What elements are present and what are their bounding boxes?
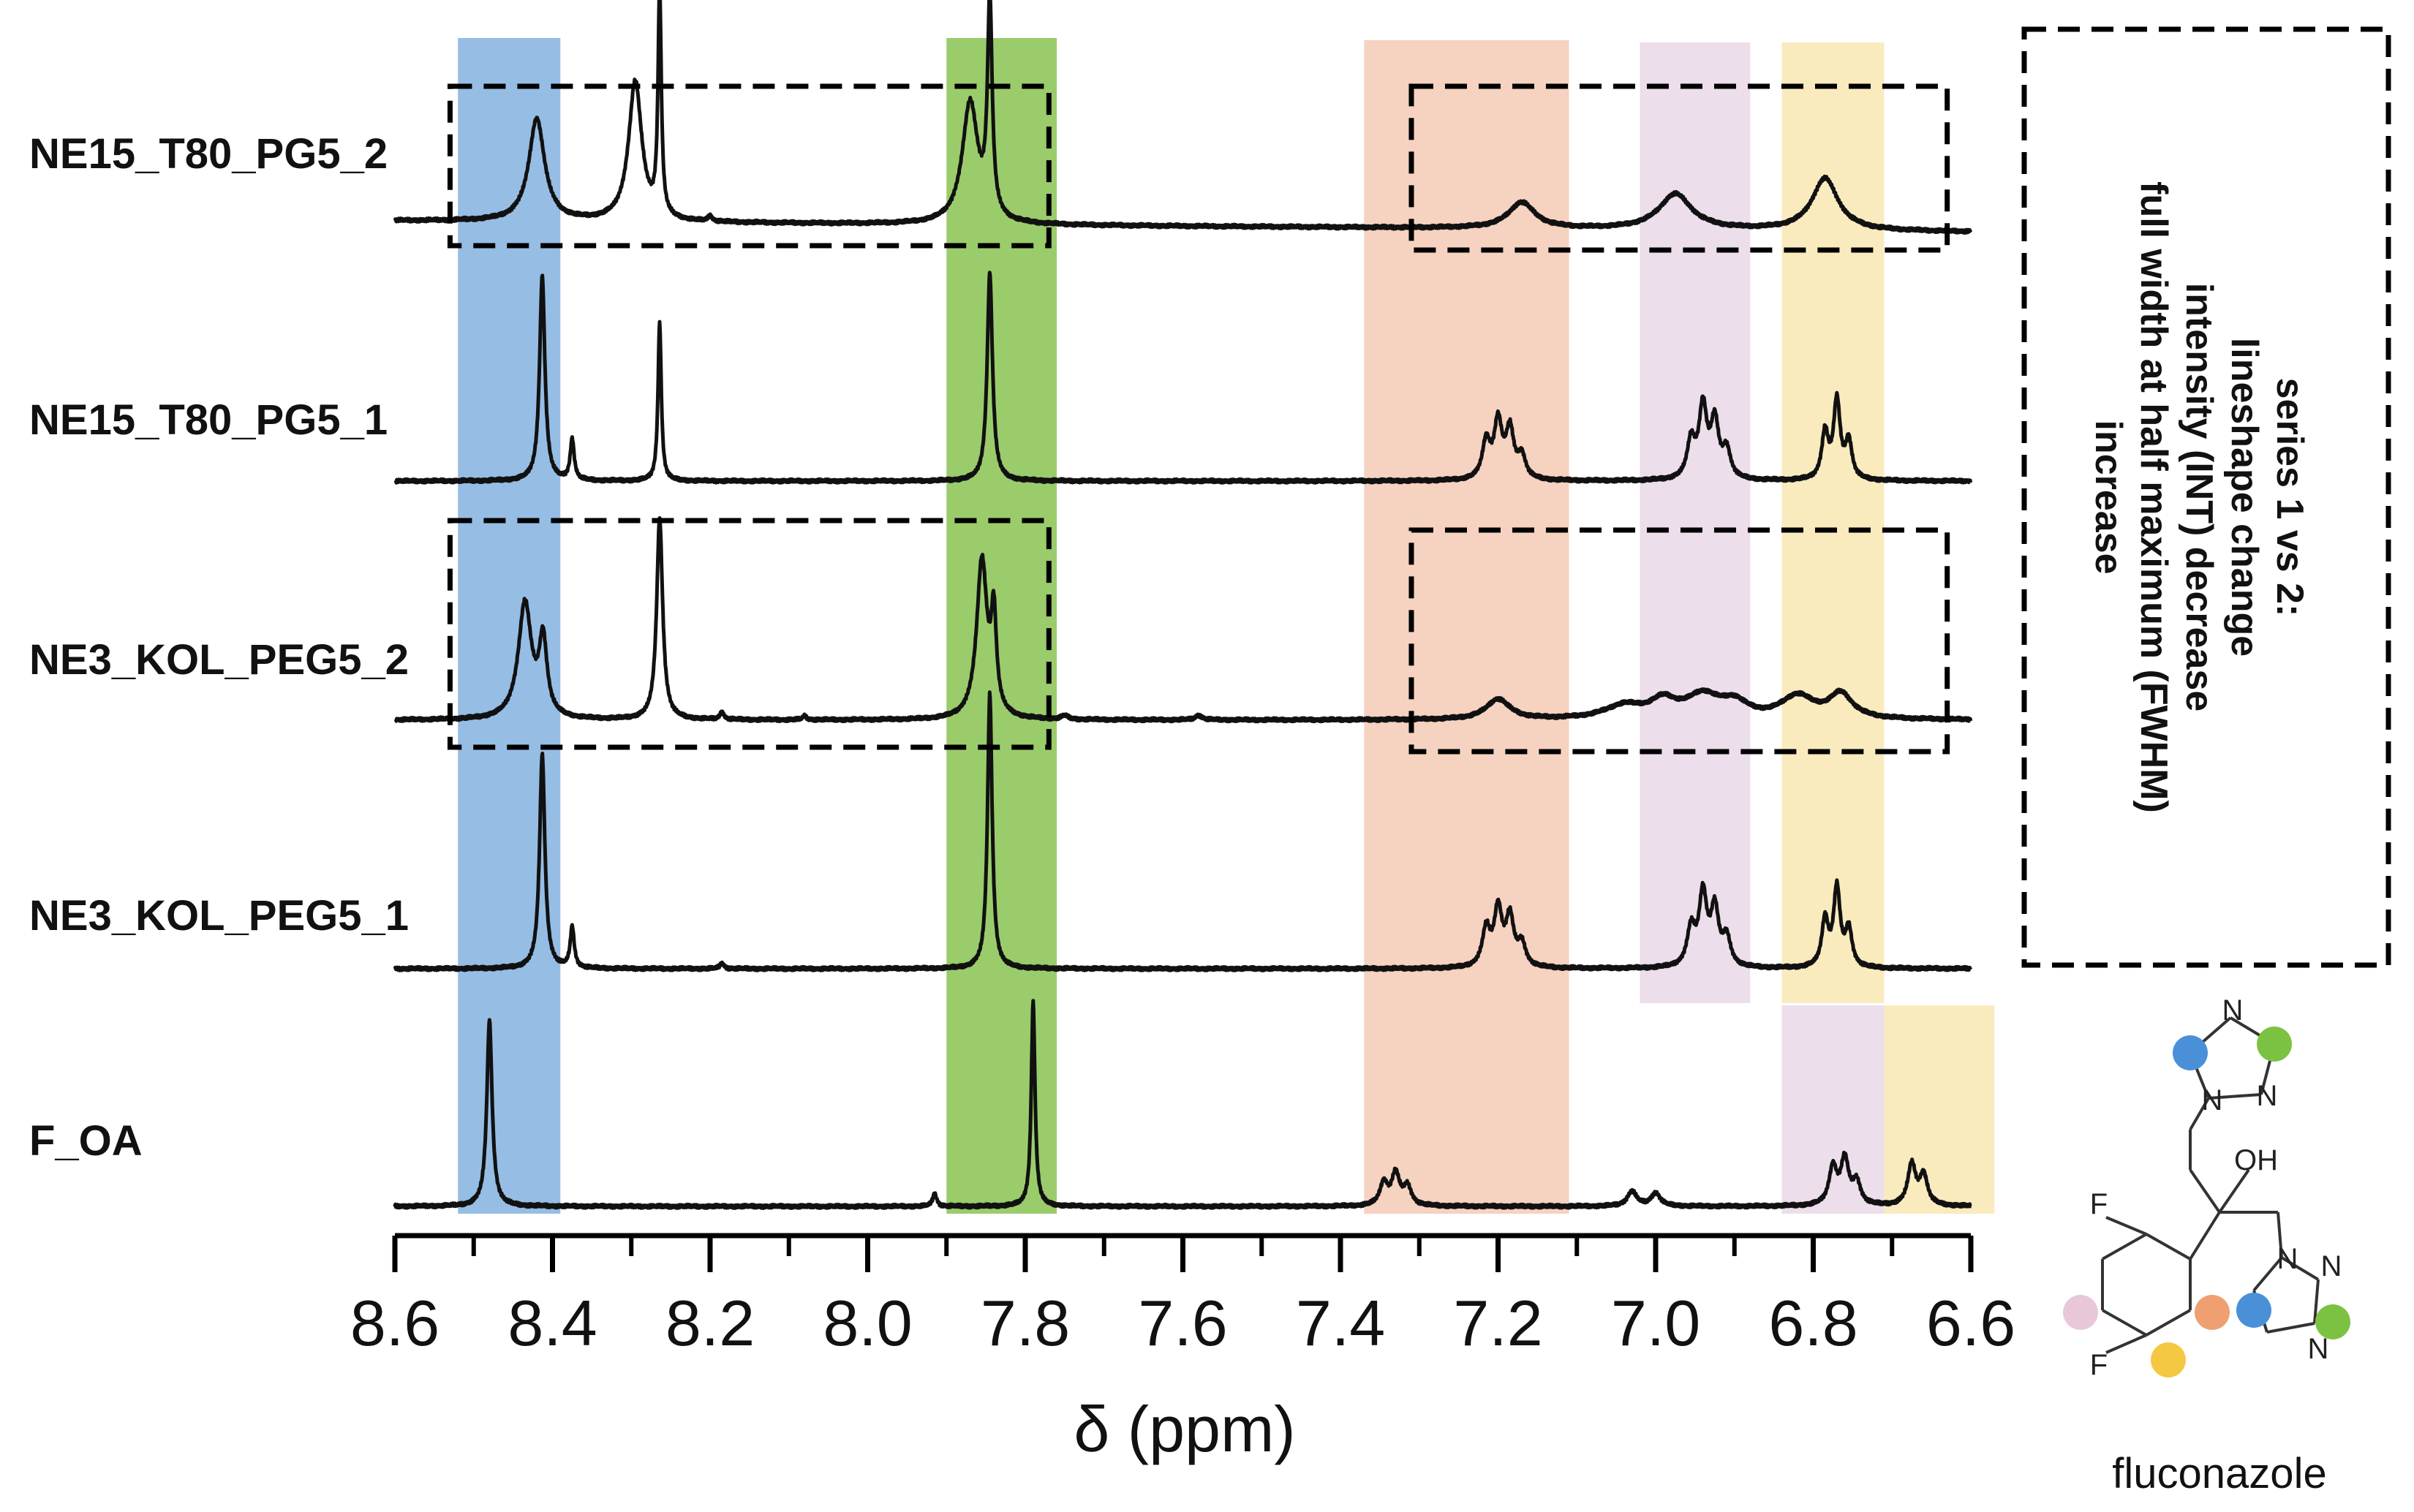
x-tick-label-6.8: 6.8 (1768, 1287, 1857, 1359)
x-tick-label-8.0: 8.0 (823, 1287, 912, 1359)
bond-phenyl (2146, 1233, 2191, 1260)
atom-n-top-3: N (2202, 1084, 2223, 1116)
spectrum-trace-NE15_T80_PG5_2 (393, 0, 1973, 235)
band-aromatic-H-lavender-FOA (1781, 1005, 1885, 1214)
bond (2189, 1211, 2221, 1260)
band-triazole-H-blue (458, 38, 561, 1214)
annotation-note-line: series 1 vs 2: (2268, 378, 2311, 617)
x-tick-label-7.2: 7.2 (1453, 1287, 1542, 1359)
spectrum-trace-F_OA (393, 999, 1972, 1210)
band-aromatic-H-yellow (1781, 42, 1885, 1003)
bond-to-f (2105, 1334, 2147, 1354)
blue-dot-top-triazole (2173, 1035, 2208, 1070)
x-tick-label-7.6: 7.6 (1138, 1287, 1227, 1359)
spectrum-trace-NE3_KOL_PEG5_2 (393, 516, 1973, 724)
bond-bottom-triazole (2252, 1256, 2283, 1292)
x-tick-label-6.6: 6.6 (1926, 1287, 2015, 1359)
band-aromatic-H-orange (1364, 40, 1569, 1214)
comparison-box-NE3_KOL_PEG5_2-1 (447, 518, 1052, 750)
spectra-traces (393, 0, 1973, 1210)
spectrum-label-NE3_KOL_PEG5_1: NE3_KOL_PEG5_1 (29, 892, 409, 940)
bond (2277, 1212, 2283, 1258)
bond (2189, 1168, 2221, 1214)
x-tick-label-8.2: 8.2 (665, 1287, 755, 1359)
bond-bottom-triazole (2266, 1322, 2315, 1334)
bond (2189, 1097, 2210, 1131)
x-axis: 8.6 8.4 8.2 8.0 7.8 7.6 7.4 7.2 7.0 6.8 6.6 (350, 1233, 2015, 1359)
x-axis-title: δ (ppm) (1074, 1393, 1295, 1465)
x-tick-label-8.4: 8.4 (508, 1287, 597, 1359)
x-tick-label-7.4: 7.4 (1296, 1287, 1385, 1359)
band-aromatic-H-lavender (1640, 42, 1751, 1003)
spectrum-trace-NE3_KOL_PEG5_1 (393, 690, 1973, 972)
atom-oh: OH (2234, 1144, 2278, 1176)
bond-top-triazole (2208, 1093, 2262, 1100)
bond-bottom-triazole (2313, 1279, 2320, 1324)
annotation-note-line: lineshape change (2223, 338, 2266, 657)
atom-n-top-1: N (2222, 994, 2244, 1027)
spectrum-label-NE15_T80_PG5_1: NE15_T80_PG5_1 (29, 396, 388, 444)
comparison-box-NE3_KOL_PEG5_2-2 (1408, 527, 1950, 755)
band-aromatic-H-yellow-FOA (1884, 1005, 1995, 1214)
molecule-caption: fluconazole (2112, 1450, 2326, 1497)
atom-f-2: F (2090, 1349, 2108, 1381)
atom-n-bottom-3: N (2308, 1333, 2329, 1365)
atom-n-top-2: N (2257, 1080, 2278, 1112)
atom-f-1: F (2090, 1188, 2108, 1220)
spectrum-label-NE15_T80_PG5_2: NE15_T80_PG5_2 (29, 130, 388, 178)
comparison-box-NE15_T80_PG5_2-2 (1408, 83, 1950, 253)
spectrum-label-F_OA: F_OA (29, 1117, 143, 1165)
pink-dot-phenyl (2063, 1295, 2098, 1330)
bond-phenyl (2102, 1309, 2147, 1337)
band-triazole-H-green (946, 38, 1057, 1214)
spectrum-trace-NE15_T80_PG5_1 (393, 271, 1973, 485)
x-tick-label-7.0: 7.0 (1611, 1287, 1700, 1359)
bond-phenyl (2102, 1233, 2147, 1260)
orange-dot-phenyl (2195, 1295, 2230, 1330)
bond-to-oh (2218, 1168, 2250, 1214)
green-dot-top-triazole (2257, 1027, 2292, 1062)
comparison-boxes (447, 83, 1950, 755)
comparison-box-NE15_T80_PG5_2-1 (447, 83, 1052, 249)
annotation-note-text: series 1 vs 2:lineshape changeintensity … (2087, 181, 2311, 813)
annotation-note-line: full width at half maximum (FWHM) (2132, 181, 2175, 813)
x-tick-label-8.6: 8.6 (350, 1287, 440, 1359)
blue-dot-bottom-triazole (2236, 1293, 2271, 1328)
annotation-note-line: intensity (INT) decrease (2178, 283, 2220, 712)
atom-n-bottom-2: N (2321, 1250, 2342, 1282)
spectrum-labels: NE15_T80_PG5_2 NE15_T80_PG5_1 NE3_KOL_PEG5… (29, 130, 409, 1165)
annotation-note-box (2021, 26, 2391, 968)
yellow-dot-phenyl (2151, 1342, 2186, 1377)
green-dot-bottom-triazole (2315, 1304, 2350, 1339)
annotation-note-line: increase (2087, 420, 2130, 574)
bond-bottom-triazole (2280, 1256, 2320, 1281)
annotation-note: series 1 vs 2:lineshape changeintensity … (2021, 26, 2391, 968)
bond-to-f (2105, 1216, 2147, 1236)
spectrum-label-NE3_KOL_PEG5_2: NE3_KOL_PEG5_2 (29, 636, 409, 684)
x-tick-label-7.8: 7.8 (981, 1287, 1070, 1359)
highlight-bands (458, 38, 1995, 1214)
bond-phenyl (2146, 1309, 2191, 1337)
atom-n-bottom-1: N (2277, 1243, 2298, 1275)
